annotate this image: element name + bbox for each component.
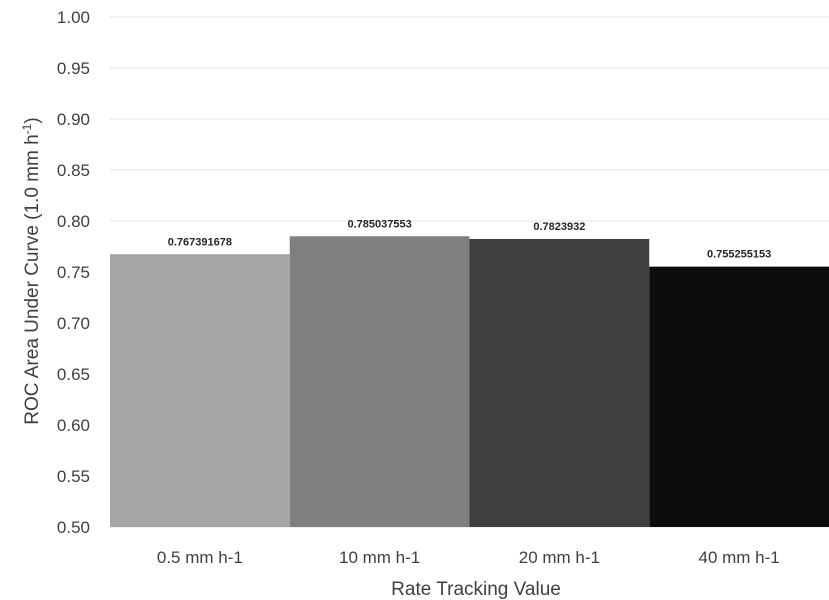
x-tick-label: 0.5 mm h-1 — [157, 548, 243, 567]
y-tick-label: 0.95 — [57, 59, 90, 78]
y-tick-label: 0.90 — [57, 110, 90, 129]
bar — [649, 266, 829, 527]
x-axis-ticks: 0.5 mm h-1 10 mm h-1 20 mm h-1 40 mm h-1 — [157, 548, 780, 567]
y-axis-title-superscript: -1 — [20, 123, 34, 134]
data-labels: 0.767391678 0.785037553 0.7823932 0.7552551… — [168, 218, 771, 260]
y-tick-label: 0.50 — [57, 518, 90, 537]
x-tick-label: 20 mm h-1 — [519, 548, 600, 567]
x-tick-label: 10 mm h-1 — [339, 548, 420, 567]
bar — [469, 238, 650, 528]
y-tick-label: 0.60 — [57, 416, 90, 435]
y-tick-label: 0.70 — [57, 314, 90, 333]
y-tick-label: 0.85 — [57, 161, 90, 180]
bar — [110, 254, 290, 527]
y-tick-label: 0.65 — [57, 365, 90, 384]
data-label: 0.767391678 — [168, 236, 232, 248]
y-axis-ticks: 0.50 0.55 0.60 0.65 0.70 0.75 0.80 0.85 0.90 0.95… — [57, 8, 90, 537]
bar — [289, 236, 470, 527]
data-label: 0.785037553 — [348, 218, 412, 230]
y-tick-label: 1.00 — [57, 8, 90, 27]
data-label: 0.7823932 — [533, 221, 585, 233]
x-tick-label: 40 mm h-1 — [699, 548, 780, 567]
data-label: 0.755255153 — [707, 249, 771, 261]
x-axis-title: Rate Tracking Value — [391, 579, 561, 600]
bars — [110, 236, 829, 528]
y-tick-label: 0.55 — [57, 467, 90, 486]
y-axis-title-main: ROC Area Under Curve (1.0 mm h — [22, 134, 43, 424]
y-axis-title-suffix: ) — [22, 117, 43, 123]
y-tick-label: 0.80 — [57, 212, 90, 231]
y-axis-title: ROC Area Under Curve (1.0 mm h-1) — [20, 117, 43, 424]
y-tick-label: 0.75 — [57, 263, 90, 282]
